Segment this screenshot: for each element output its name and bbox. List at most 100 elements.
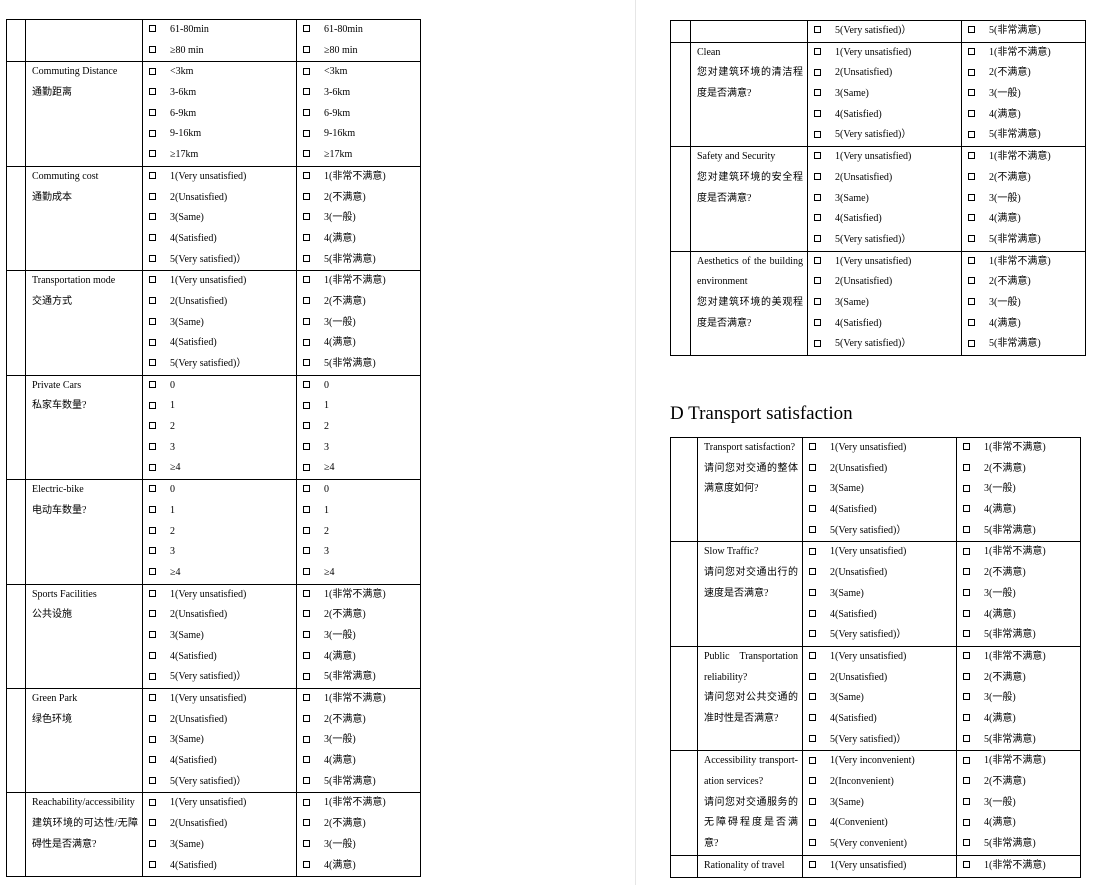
option: 2(Unsatisfied): [143, 814, 296, 835]
option: 3(一般): [957, 584, 1080, 605]
option: 1(Very unsatisfied): [808, 252, 961, 273]
checkbox: [814, 152, 821, 160]
option: 5(Very satisfied)）: [808, 125, 961, 146]
option: 2(不满意): [962, 168, 1085, 189]
option: 1(非常不满意): [297, 167, 420, 188]
blank-cell: [6, 687, 26, 794]
question-text: Safety and Security: [697, 151, 776, 163]
checkbox: [149, 276, 156, 284]
checkbox: [968, 173, 975, 181]
option-text: 5(非常满意): [984, 629, 1036, 641]
checkbox: [303, 526, 310, 534]
option-text: 5(Very satisfied)）: [170, 671, 247, 683]
option-text: 2(Unsatisfied): [835, 276, 893, 288]
checkbox: [963, 734, 970, 742]
option-text: 1: [324, 504, 329, 516]
option-text: 3(Same): [170, 734, 204, 746]
page-divider: [635, 0, 636, 885]
options-cell: 1(非常不满意) 2(不满意) 3(一般) 4(满意) 5(非常满意): [296, 165, 421, 272]
options-cell: 0 1 2 3 ≥4: [142, 479, 297, 585]
question-text: 公共设施: [32, 609, 72, 621]
checkbox: [303, 213, 310, 221]
option-text: 2: [170, 421, 175, 433]
option: 3(一般): [297, 313, 420, 334]
checkbox: [963, 818, 970, 826]
question-cell: Transportation mode 交通方式: [25, 270, 143, 376]
question-text: 建筑环境的可达性/无障碍性是否满意?: [32, 818, 138, 850]
option: 5(Very satisfied)）: [803, 521, 956, 542]
checkbox: [814, 277, 821, 285]
option: 5(Very satisfied)）: [803, 625, 956, 646]
checkbox: [963, 630, 970, 638]
option: 1(非常不满意): [962, 147, 1085, 168]
option: 1(非常不满意): [957, 751, 1080, 772]
option-text: 2(Unsatisfied): [830, 462, 888, 474]
checkbox: [963, 609, 970, 617]
checkbox: [809, 630, 816, 638]
option-text: 1(非常不满意): [324, 588, 386, 600]
option-text: 1(非常不满意): [989, 151, 1051, 163]
question-cell: [690, 20, 808, 43]
checkbox: [149, 88, 156, 96]
option: 4(满意): [297, 333, 420, 354]
option: 61-80min: [143, 20, 296, 41]
checkbox: [963, 568, 970, 576]
option: 5(Very satisfied)）: [143, 250, 296, 271]
option: 1(非常不满意): [957, 542, 1080, 563]
option-text: 1(非常不满意): [984, 546, 1046, 558]
option-text: 2(Unsatisfied): [170, 609, 228, 621]
option-text: 1: [170, 504, 175, 516]
option-text: ≥80 min: [324, 44, 358, 56]
option: 1(非常不满意): [297, 793, 420, 814]
blank-cell: [670, 750, 698, 856]
options-cell: 1(非常不满意) 2(不满意) 3(一般) 4(满意) 5(非常满意): [296, 687, 421, 794]
checkbox: [814, 26, 821, 34]
option: 2(Unsatisfied): [143, 710, 296, 731]
option-text: 3(Same): [835, 192, 869, 204]
checkbox: [968, 26, 975, 34]
question-cell: Safety and Security 您对建筑环境的安全程度是否满意?: [690, 146, 808, 252]
checkbox: [809, 693, 816, 701]
option: 3(Same): [803, 479, 956, 500]
options-cell: 1(非常不满意) 2(不满意) 3(一般) 4(满意) 5(非常满意): [961, 250, 1086, 357]
option-text: 9-16km: [170, 128, 202, 140]
checkbox: [303, 88, 310, 96]
option-text: 1(非常不满意): [989, 255, 1051, 267]
question-text: 电动车数量?: [32, 504, 87, 516]
question-text: Commuting cost: [32, 170, 99, 182]
question-row: Accessibility transport-ation services? 请…: [670, 750, 1081, 856]
blank-cell: [6, 18, 26, 63]
question-cell: Transport satisfaction? 请问您对交通的整体满意度如何?: [697, 436, 803, 543]
option: 1(Very unsatisfied): [143, 793, 296, 814]
option-text: 4(Satisfied): [830, 504, 877, 516]
option-text: 2(不满意): [324, 191, 366, 203]
option-text: 4(Satisfied): [835, 317, 882, 329]
checkbox: [303, 108, 310, 116]
option: 3(一般): [962, 84, 1085, 105]
option: 2(Unsatisfied): [803, 459, 956, 480]
option-text: 4(Satisfied): [170, 232, 217, 244]
option-text: 2(Unsatisfied): [830, 567, 888, 579]
option-text: 3(一般): [984, 692, 1016, 704]
checkbox: [303, 297, 310, 305]
option-text: 4(Satisfied): [830, 712, 877, 724]
checkbox: [303, 568, 310, 576]
option: 5(Very satisfied)）: [808, 21, 961, 42]
option-text: 2(Unsatisfied): [170, 818, 228, 830]
option: 1(非常不满意): [962, 43, 1085, 64]
option-text: 4(满意): [984, 608, 1016, 620]
option-text: 4(Satisfied): [170, 650, 217, 662]
option-text: 2(Unsatisfied): [835, 171, 893, 183]
question-cell: Accessibility transport-ation services? 请…: [697, 750, 803, 856]
option: 4(满意): [957, 813, 1080, 834]
checkbox: [303, 254, 310, 262]
checkbox: [814, 47, 821, 55]
options-cell: 1(Very unsatisfied) 2(Unsatisfied) 3(Same)…: [142, 270, 297, 376]
option: 4(满意): [957, 500, 1080, 521]
option: 5(Very convenient): [803, 834, 956, 855]
checkbox: [303, 776, 310, 784]
options-cell: 1(Very unsatisfied) 2(Unsatisfied) 3(Same)…: [142, 165, 297, 272]
option: 5(Very satisfied)）: [143, 772, 296, 793]
option-text: 2(Unsatisfied): [830, 671, 888, 683]
option-text: 5(Very satisfied)）: [170, 253, 247, 265]
